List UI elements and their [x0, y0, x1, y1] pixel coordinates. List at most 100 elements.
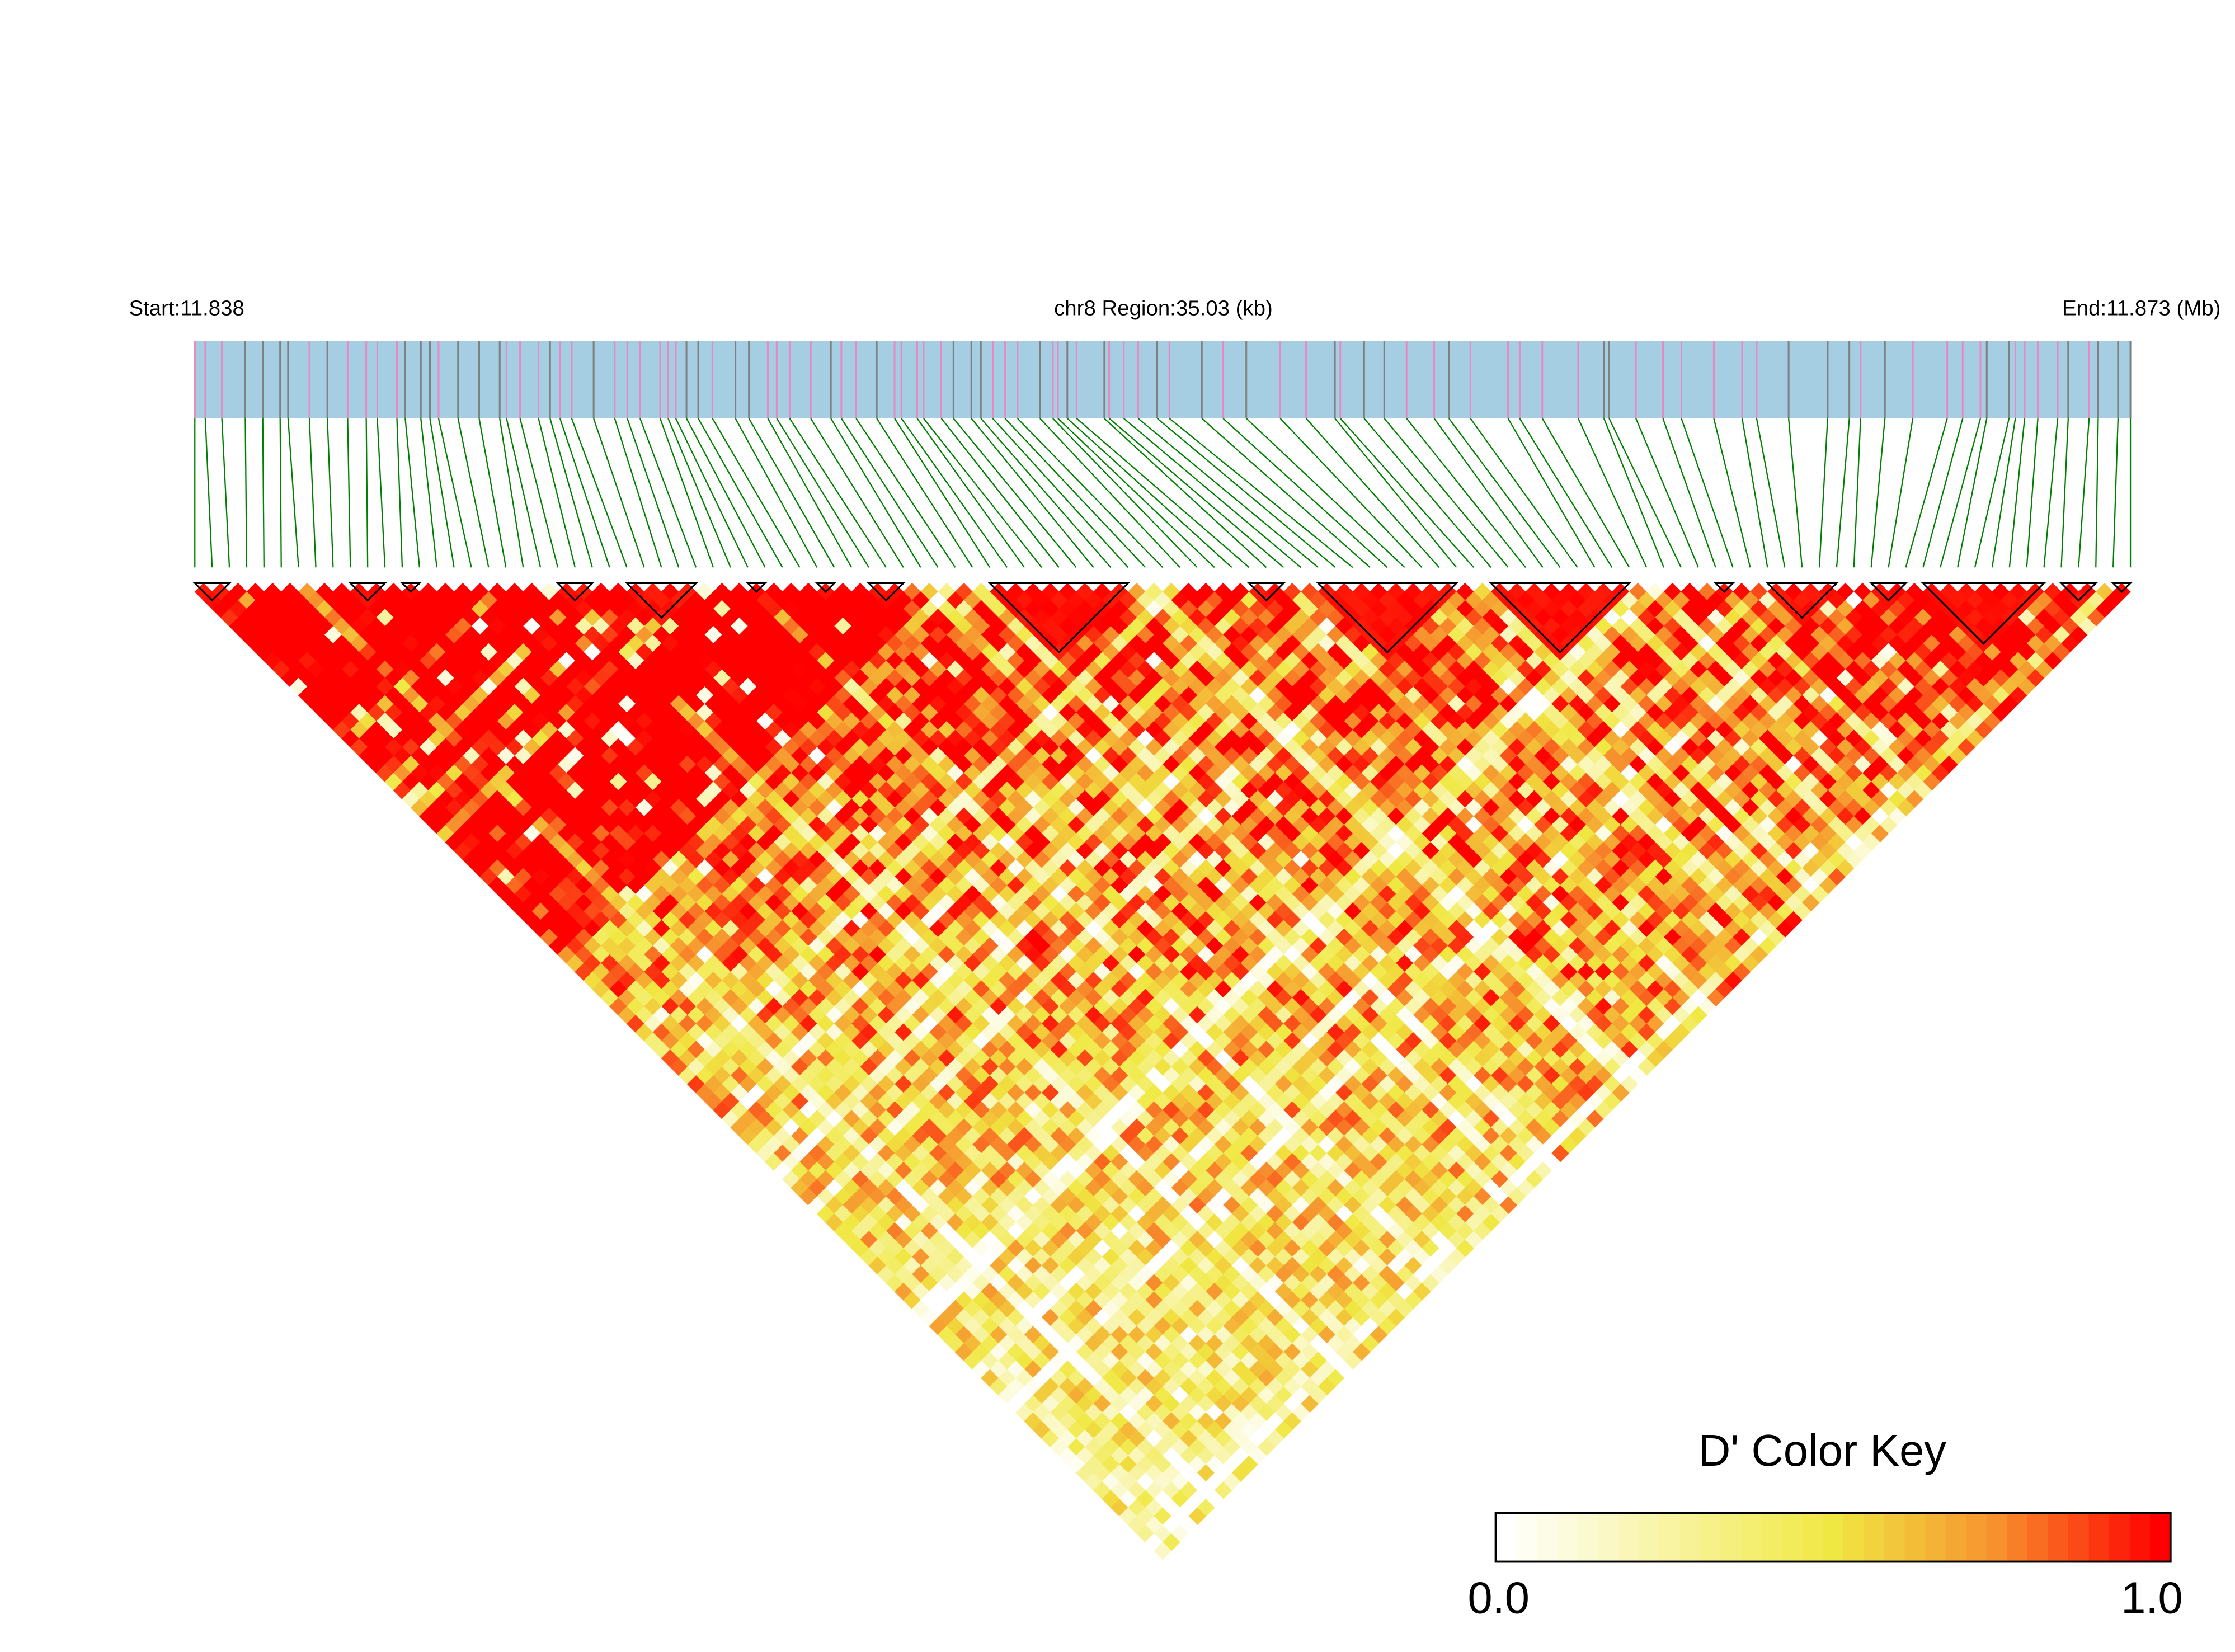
ld-cell — [635, 677, 653, 696]
ld-cell — [1127, 582, 1146, 601]
ld-cell — [1309, 677, 1328, 696]
snp-connector — [437, 418, 472, 568]
ld-cell — [1413, 626, 1431, 644]
snp-connector — [1363, 418, 1491, 568]
snp-connector — [457, 418, 490, 568]
ld-cell — [1162, 582, 1180, 601]
snp-connector — [1507, 418, 1596, 568]
ld-cell — [782, 582, 801, 601]
ld-cell — [531, 626, 550, 644]
ld-cell — [1560, 582, 1578, 601]
ld-cell — [289, 626, 308, 644]
ld-cell — [1836, 582, 1855, 601]
snp-connectors — [194, 418, 2132, 568]
ld-cell — [1603, 626, 1621, 644]
ld-cell — [929, 677, 947, 696]
snp-connector — [1334, 418, 1457, 568]
ld-cell — [920, 582, 939, 601]
ld-cell — [1603, 677, 1621, 696]
ld-cells — [194, 582, 2131, 1560]
ld-cell — [972, 582, 990, 601]
ld-cell — [1352, 582, 1371, 601]
ld-cell — [359, 677, 377, 696]
ld-cell — [445, 626, 463, 644]
ld-cell — [1015, 626, 1034, 644]
snp-connector — [1104, 418, 1267, 568]
snp-connector — [953, 418, 1077, 568]
ld-cell — [1240, 626, 1258, 644]
ld-cell — [488, 582, 506, 601]
ld-cell — [1361, 677, 1379, 696]
snp-connector — [559, 418, 610, 568]
ld-cell — [1801, 582, 1820, 601]
ld-cell — [618, 677, 636, 696]
ld-cell — [307, 677, 325, 696]
snp-connector — [2095, 418, 2099, 568]
ld-cell — [393, 626, 412, 644]
ld-cell — [1188, 626, 1207, 644]
ld-cell — [1222, 626, 1241, 644]
ld-cell — [946, 677, 964, 696]
ld-cell — [721, 677, 740, 696]
ld-cell — [730, 582, 749, 601]
snp-connector — [499, 418, 524, 568]
ld-cell — [713, 582, 731, 601]
ld-cell — [1957, 582, 1975, 601]
ld-cell — [454, 582, 472, 601]
snp-connector — [1222, 418, 1388, 568]
ld-cell — [1663, 582, 1682, 601]
snp-connector — [712, 418, 801, 568]
ld-cell — [1006, 582, 1025, 601]
snp-connector — [1305, 418, 1440, 568]
ld-cell — [1370, 582, 1388, 601]
snp-connector — [1004, 418, 1146, 568]
snp-connector — [698, 418, 783, 568]
ld-cell — [1698, 582, 1716, 601]
snp-connector — [1991, 418, 2016, 568]
ld-cell — [514, 677, 533, 696]
ld-cell — [799, 582, 817, 601]
ld-cell — [375, 677, 394, 696]
ld-cell — [825, 626, 844, 644]
ld-cell — [1949, 626, 1967, 644]
snp-connector — [1123, 418, 1302, 568]
ld-cell — [359, 626, 377, 644]
ld-cell — [937, 582, 956, 601]
ld-cell — [410, 677, 429, 696]
ld-cell — [1015, 677, 1034, 696]
ld-cell — [410, 626, 429, 644]
snp-connector — [1681, 418, 1734, 568]
ld-cell — [721, 626, 740, 644]
ld-cell — [1482, 626, 1500, 644]
snp-connector — [549, 418, 593, 568]
ld-cell — [1041, 582, 1060, 601]
snp-connector — [789, 418, 887, 568]
snp-connector — [506, 418, 542, 568]
snp-connector — [980, 418, 1112, 568]
ld-cell — [1102, 677, 1120, 696]
snp-connector — [1888, 418, 1914, 568]
ld-cell — [566, 626, 584, 644]
ld-cell — [765, 582, 783, 601]
ld-cell — [808, 677, 826, 696]
ld-cell — [1542, 582, 1561, 601]
snp-connector — [1470, 418, 1578, 568]
ld-cell — [859, 626, 878, 644]
ld-cell — [609, 582, 628, 601]
snp-connector — [735, 418, 818, 568]
ld-cell — [894, 626, 912, 644]
snp-connector — [2008, 418, 2026, 568]
snp-connector — [916, 418, 1025, 568]
snp-connector — [876, 418, 973, 568]
ld-cell — [756, 626, 774, 644]
ld-cell — [1724, 626, 1742, 644]
snp-connector — [2060, 418, 2069, 568]
ld-cell — [618, 626, 636, 644]
ld-cell — [566, 677, 584, 696]
ld-cell — [289, 677, 308, 696]
ld-cell — [548, 626, 567, 644]
ld-cell — [1447, 677, 1466, 696]
snp-connector — [327, 418, 334, 568]
ld-cell — [272, 626, 290, 644]
snp-connector — [840, 418, 939, 568]
